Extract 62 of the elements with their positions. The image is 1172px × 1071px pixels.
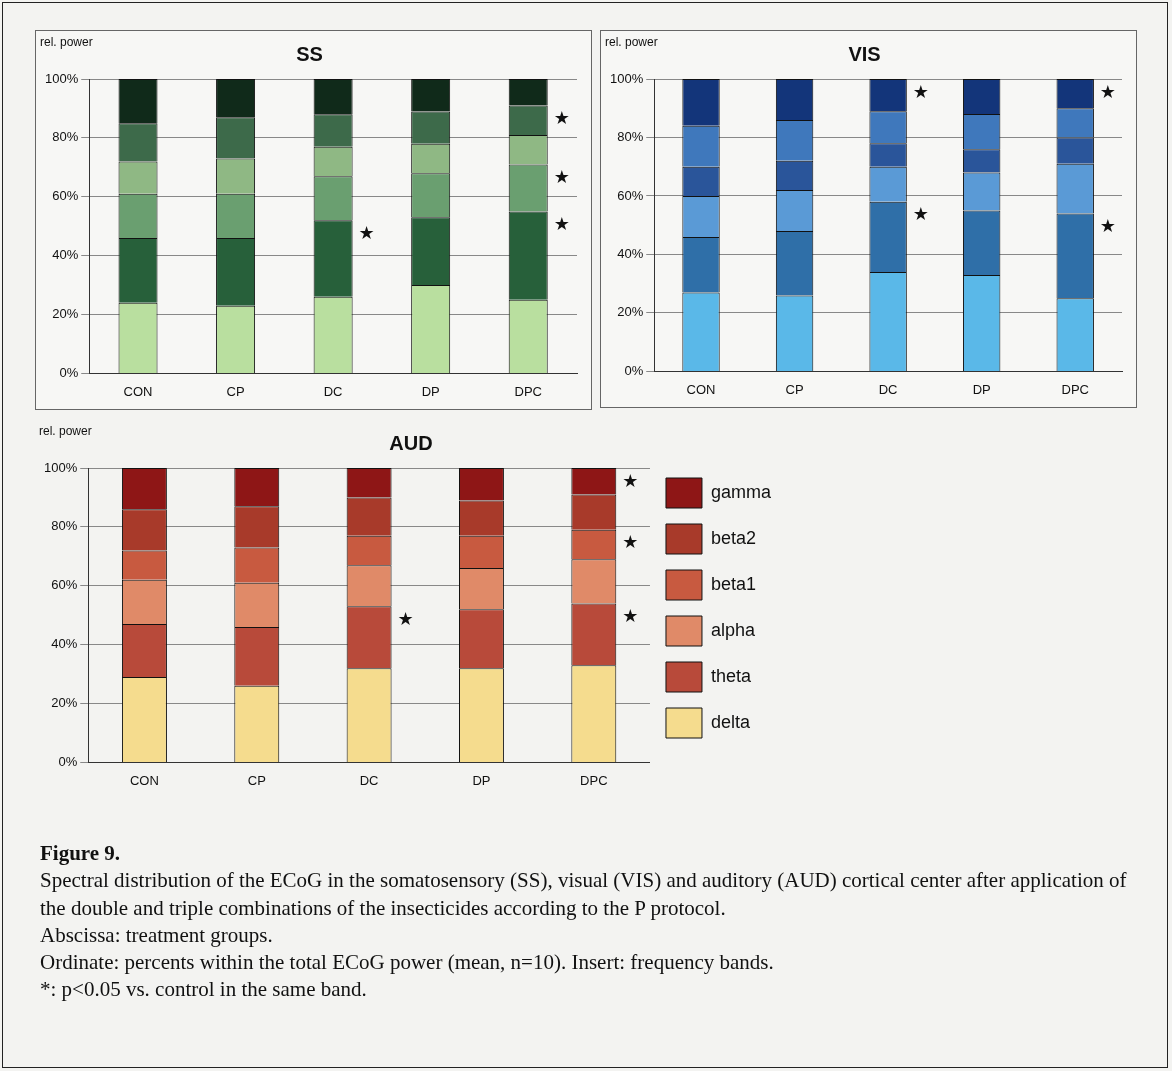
- annotation: ★: [1099, 80, 1117, 102]
- x-tick-label: DP: [472, 772, 491, 788]
- annotation: ★: [358, 221, 375, 243]
- y-tick-label: 20%: [51, 695, 78, 711]
- y-tick-label: 60%: [52, 188, 79, 204]
- legend-label: alpha: [710, 619, 757, 640]
- chart-title: AUD: [389, 431, 433, 454]
- chart-title: VIS: [848, 42, 881, 65]
- text: Spectral distribution of the ECoG in the somatosensory (SS), visual (VIS) and auditory (AUD) cortical center after application of the double and triple combinations of the insecticides according to the P protocol.: [40, 867, 1128, 922]
- text: *: p<0.05 vs. control in the same band.: [40, 976, 368, 1004]
- annotation: ★: [912, 80, 929, 102]
- y-tick-label: 80%: [52, 129, 79, 145]
- y-tick-label: 80%: [51, 518, 78, 534]
- y-tick-label: 100%: [610, 70, 644, 86]
- legend-label: theta: [710, 665, 752, 686]
- y-tick-label: 60%: [617, 187, 644, 203]
- y-tick-label: 0%: [58, 753, 78, 769]
- x-tick-label: DPC: [580, 772, 608, 788]
- annotation: ★: [622, 469, 639, 491]
- annotation: ★: [912, 203, 929, 225]
- text: Abscissa: treatment groups.: [40, 921, 274, 949]
- legend-label: beta2: [710, 527, 757, 548]
- legend-label: beta1: [710, 573, 757, 594]
- x-tick-label: CP: [226, 383, 245, 399]
- x-tick-label: DPC: [1061, 381, 1089, 397]
- y-tick-label: 40%: [51, 636, 78, 652]
- y-tick-label: 40%: [52, 247, 79, 263]
- y-tick-label: 0%: [59, 364, 79, 380]
- x-tick-label: CP: [785, 381, 804, 397]
- y-tick-label: 20%: [617, 304, 644, 320]
- x-tick-label: DC: [359, 772, 379, 788]
- annotation: ★: [1099, 215, 1117, 237]
- chart-title: SS: [296, 42, 323, 65]
- y-tick-label: 40%: [617, 246, 644, 262]
- y-tick-label: 80%: [617, 129, 644, 145]
- annotation: ★: [553, 166, 570, 188]
- y-tick-label: 0%: [624, 362, 644, 378]
- annotation: ★: [622, 605, 639, 627]
- y-tick-label: 60%: [51, 577, 78, 593]
- annotation: ★: [622, 531, 639, 553]
- text: Figure 9.: [40, 840, 122, 867]
- x-tick-label: CP: [247, 772, 266, 788]
- x-tick-label: CON: [123, 383, 153, 399]
- annotation: ★: [553, 213, 570, 235]
- x-tick-label: DPC: [514, 383, 542, 399]
- x-tick-label: DP: [972, 381, 991, 397]
- x-tick-label: CON: [129, 772, 159, 788]
- y-axis-title: rel. power: [39, 424, 92, 439]
- y-axis-title: rel. power: [40, 35, 93, 50]
- x-tick-label: CON: [686, 381, 716, 397]
- annotation: ★: [397, 608, 414, 630]
- text: Ordinate: percents within the total ECoG power (mean, n=10). Insert: frequency bands.: [40, 949, 775, 977]
- x-tick-label: DP: [421, 383, 440, 399]
- legend-label: gamma: [710, 481, 772, 502]
- y-tick-label: 20%: [52, 306, 79, 322]
- y-tick-label: 100%: [44, 459, 78, 475]
- y-axis-title: rel. power: [605, 35, 658, 50]
- annotation: ★: [553, 107, 570, 129]
- x-tick-label: DC: [323, 383, 343, 399]
- y-tick-label: 100%: [45, 70, 79, 86]
- x-tick-label: DC: [878, 381, 898, 397]
- legend-label: delta: [710, 711, 751, 732]
